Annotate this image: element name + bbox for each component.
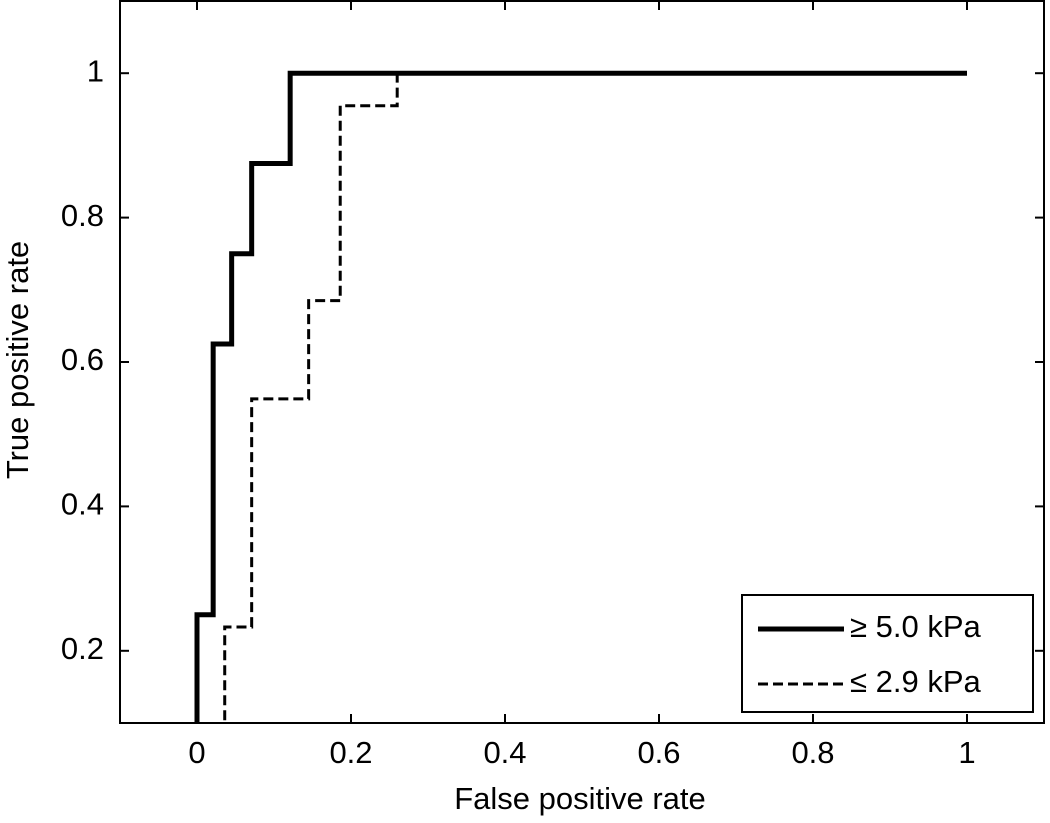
legend: ≥ 5.0 kPa ≤ 2.9 kPa bbox=[741, 594, 1034, 713]
y-tick-label: 0.6 bbox=[61, 342, 104, 377]
roc-line bbox=[223, 71, 967, 723]
x-axis-label: False positive rate bbox=[454, 781, 706, 816]
x-tick-label: 0.4 bbox=[483, 735, 526, 770]
x-tick-label: 0.6 bbox=[637, 735, 680, 770]
y-axis-label: True positive rate bbox=[0, 241, 35, 479]
x-tick-label: 0.2 bbox=[329, 735, 372, 770]
y-tick-label: 1 bbox=[87, 53, 104, 88]
legend-box bbox=[741, 594, 1034, 713]
y-tick-label: 0.8 bbox=[61, 198, 104, 233]
legend-label: ≤ 2.9 kPa bbox=[850, 664, 982, 699]
legend-label: ≥ 5.0 kPa bbox=[850, 609, 982, 644]
y-tick-label: 0.4 bbox=[61, 487, 104, 522]
x-tick-label: 1 bbox=[958, 735, 975, 770]
x-tick-label: 0 bbox=[188, 735, 205, 770]
roc-line bbox=[194, 70, 967, 723]
x-tick-label: 0.8 bbox=[791, 735, 834, 770]
y-tick-label: 0.2 bbox=[61, 631, 104, 666]
